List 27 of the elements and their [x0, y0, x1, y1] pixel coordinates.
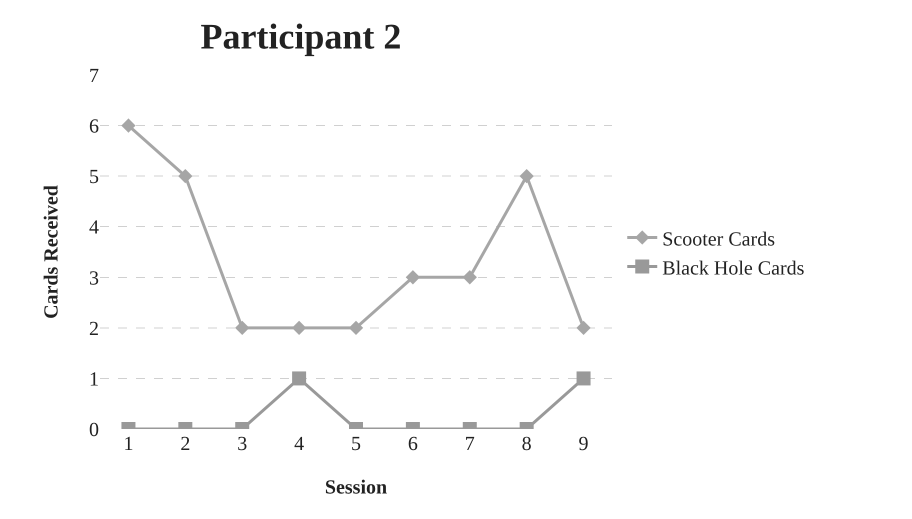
y-tick-label: 4 [89, 216, 99, 239]
y-tick-label: 5 [89, 166, 99, 188]
point [178, 168, 192, 184]
point [121, 118, 136, 133]
chart-title: Participant 2 [200, 16, 402, 57]
x-tick-label: 3 [237, 433, 248, 455]
x-tick-label: 2 [180, 433, 190, 455]
x-axis-title: Session [324, 476, 388, 498]
x-tick-label: 6 [408, 433, 418, 455]
y-tick-label: 0 [89, 419, 99, 441]
y-tick-label: 7 [89, 65, 99, 87]
legend-label: Black Hole Cards [662, 257, 805, 280]
x-tick-label: 4 [294, 433, 304, 455]
x-tick-label: 7 [464, 433, 475, 455]
point [406, 270, 420, 284]
point [520, 168, 534, 184]
point [462, 270, 477, 284]
y-tick-label: 2 [89, 318, 99, 340]
x-tick-label: 8 [522, 433, 532, 455]
y-axis-title: Cards Received [40, 185, 62, 319]
y-tick-label: 3 [89, 267, 99, 290]
x-tick-label: 1 [123, 433, 134, 455]
y-tick-label: 6 [89, 116, 99, 138]
legend-label: Scooter Cards [662, 228, 776, 250]
y-tick-label: 1 [89, 368, 99, 390]
x-tick-label: 9 [578, 433, 589, 455]
x-tick-label: 5 [351, 433, 361, 455]
